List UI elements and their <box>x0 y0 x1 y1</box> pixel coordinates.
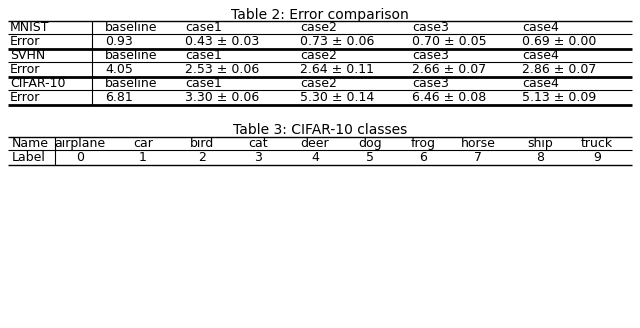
Text: case1: case1 <box>185 49 222 62</box>
Text: 3.30 ± 0.06: 3.30 ± 0.06 <box>185 91 259 104</box>
Text: truck: truck <box>581 137 613 150</box>
Text: 9: 9 <box>593 151 601 164</box>
Text: 5: 5 <box>366 151 374 164</box>
Text: case2: case2 <box>300 77 337 90</box>
Text: case4: case4 <box>522 49 559 62</box>
Text: 1: 1 <box>139 151 147 164</box>
Text: 0: 0 <box>76 151 84 164</box>
Text: baseline: baseline <box>105 21 157 34</box>
Text: Table 3: CIFAR-10 classes: Table 3: CIFAR-10 classes <box>233 123 407 137</box>
Text: cat: cat <box>248 137 268 150</box>
Text: 6.81: 6.81 <box>105 91 132 104</box>
Text: 6: 6 <box>419 151 427 164</box>
Text: Label: Label <box>12 151 46 164</box>
Text: 5.13 ± 0.09: 5.13 ± 0.09 <box>522 91 596 104</box>
Text: case4: case4 <box>522 21 559 34</box>
Text: case3: case3 <box>412 49 449 62</box>
Text: Error: Error <box>10 35 40 48</box>
Text: Table 2: Error comparison: Table 2: Error comparison <box>231 8 409 22</box>
Text: SVHN: SVHN <box>10 49 45 62</box>
Text: 8: 8 <box>536 151 544 164</box>
Text: 2: 2 <box>198 151 206 164</box>
Text: 0.70 ± 0.05: 0.70 ± 0.05 <box>412 35 486 48</box>
Text: case3: case3 <box>412 21 449 34</box>
Text: 2.64 ± 0.11: 2.64 ± 0.11 <box>300 63 374 76</box>
Text: dog: dog <box>358 137 382 150</box>
Text: 3: 3 <box>254 151 262 164</box>
Text: horse: horse <box>461 137 495 150</box>
Text: 2.53 ± 0.06: 2.53 ± 0.06 <box>185 63 259 76</box>
Text: 0.43 ± 0.03: 0.43 ± 0.03 <box>185 35 259 48</box>
Text: case2: case2 <box>300 21 337 34</box>
Text: bird: bird <box>190 137 214 150</box>
Text: MNIST: MNIST <box>10 21 49 34</box>
Text: case4: case4 <box>522 77 559 90</box>
Text: 5.30 ± 0.14: 5.30 ± 0.14 <box>300 91 374 104</box>
Text: 4.05: 4.05 <box>105 63 133 76</box>
Text: 4: 4 <box>311 151 319 164</box>
Text: case2: case2 <box>300 49 337 62</box>
Text: 6.46 ± 0.08: 6.46 ± 0.08 <box>412 91 486 104</box>
Text: ship: ship <box>527 137 553 150</box>
Text: 0.73 ± 0.06: 0.73 ± 0.06 <box>300 35 374 48</box>
Text: car: car <box>133 137 153 150</box>
Text: CIFAR-10: CIFAR-10 <box>10 77 65 90</box>
Text: 7: 7 <box>474 151 482 164</box>
Text: baseline: baseline <box>105 49 157 62</box>
Text: Name: Name <box>12 137 49 150</box>
Text: 2.86 ± 0.07: 2.86 ± 0.07 <box>522 63 596 76</box>
Text: case1: case1 <box>185 77 222 90</box>
Text: airplane: airplane <box>54 137 106 150</box>
Text: case1: case1 <box>185 21 222 34</box>
Text: 0.69 ± 0.00: 0.69 ± 0.00 <box>522 35 596 48</box>
Text: frog: frog <box>410 137 435 150</box>
Text: Error: Error <box>10 91 40 104</box>
Text: 2.66 ± 0.07: 2.66 ± 0.07 <box>412 63 486 76</box>
Text: Error: Error <box>10 63 40 76</box>
Text: case3: case3 <box>412 77 449 90</box>
Text: deer: deer <box>301 137 330 150</box>
Text: baseline: baseline <box>105 77 157 90</box>
Text: 0.93: 0.93 <box>105 35 132 48</box>
